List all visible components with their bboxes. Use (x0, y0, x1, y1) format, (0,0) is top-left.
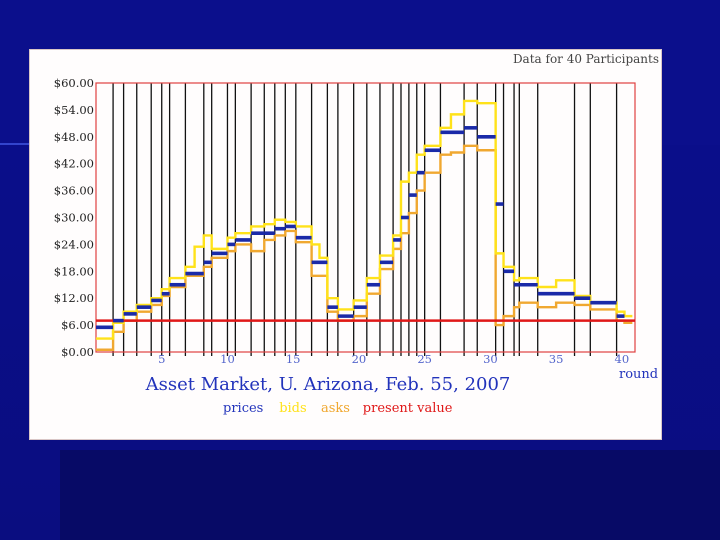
y-tick-label: $30.00 (54, 211, 94, 225)
y-axis-ticks: $0.00 $6.00 $12.00 $18.00 $24.00 $30.00 $36.00… (54, 76, 94, 359)
x-tick-label: 35 (549, 352, 564, 366)
y-tick-label: $54.00 (54, 103, 94, 117)
chart-panel: Data for 40 Participants $0.00 $6.00 $12.0… (29, 49, 662, 440)
chart-legend: prices bids asks present value (223, 401, 453, 416)
plot-frame (95, 82, 636, 353)
x-tick-label: 5 (158, 352, 165, 366)
legend-entry: present value (363, 401, 453, 416)
asks-series-line (96, 144, 633, 351)
y-tick-label: $24.00 (54, 237, 94, 251)
series-layer (96, 99, 635, 351)
x-tick-label: 20 (352, 352, 367, 366)
y-tick-label: $6.00 (61, 318, 94, 332)
y-tick-label: $36.00 (54, 184, 94, 198)
y-tick-label: $0.00 (61, 345, 94, 359)
x-tick-label: 15 (286, 352, 301, 366)
slide-background-footer (60, 450, 720, 540)
asset-market-chart: Data for 40 Participants $0.00 $6.00 $12.0… (54, 52, 659, 416)
legend-entry: bids (279, 401, 306, 416)
bids-series-line (96, 99, 633, 340)
x-axis-ticks: 5 10 15 20 25 30 35 40 (158, 352, 629, 366)
y-tick-label: $12.00 (54, 291, 94, 305)
x-tick-label: 10 (220, 352, 235, 366)
y-tick-label: $18.00 (54, 264, 94, 278)
legend-entry: prices (223, 401, 263, 416)
chart-subtitle: Data for 40 Participants (513, 52, 659, 66)
y-tick-label: $60.00 (54, 76, 94, 90)
legend-entry: asks (321, 401, 350, 416)
x-tick-label: 30 (483, 352, 498, 366)
x-axis-label: round (619, 367, 658, 382)
y-tick-label: $48.00 (54, 130, 94, 144)
x-tick-label: 40 (615, 352, 630, 366)
x-tick-label: 25 (417, 352, 432, 366)
y-tick-label: $42.00 (54, 157, 94, 171)
chart-title: Asset Market, U. Arizona, Feb. 55, 2007 (145, 374, 511, 395)
